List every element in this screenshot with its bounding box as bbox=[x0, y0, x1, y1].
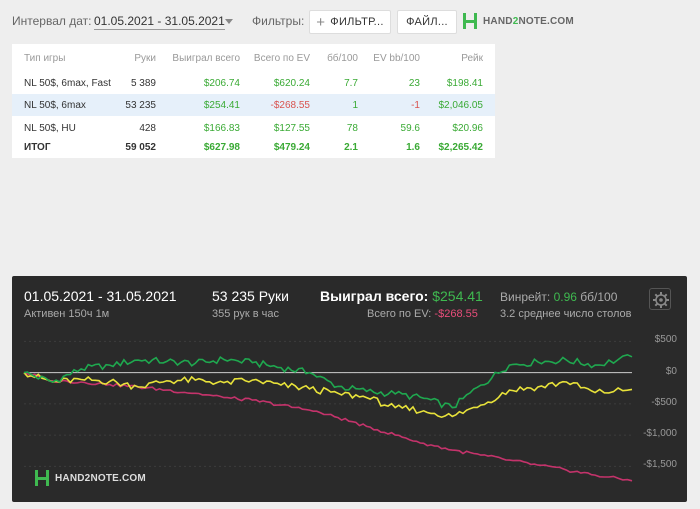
summary-tables: 3.2 среднее число столов bbox=[500, 308, 632, 320]
cell-bb100: 78 bbox=[346, 123, 358, 134]
graph-gridlines bbox=[24, 340, 632, 467]
y-tick-label: $0 bbox=[665, 365, 677, 377]
cell-ev: $479.24 bbox=[273, 142, 310, 153]
cell-won: $206.74 bbox=[203, 78, 240, 89]
filter-button[interactable]: + ФИЛЬТР... bbox=[309, 10, 391, 34]
col-header-rake[interactable]: Рейк bbox=[461, 53, 483, 64]
gear-icon bbox=[653, 292, 669, 308]
filters-bar: Интервал дат: 01.05.2021 - 31.05.2021 Фи… bbox=[0, 0, 700, 42]
cell-game: NL 50$, HU bbox=[24, 123, 76, 134]
summary-won-label: Выиграл всего: bbox=[320, 288, 429, 304]
filter-button-label: ФИЛЬТР... bbox=[330, 16, 384, 28]
settings-button[interactable] bbox=[649, 288, 671, 310]
h2n-logo-icon bbox=[35, 470, 49, 486]
cell-won: $627.98 bbox=[203, 142, 240, 153]
col-header-won[interactable]: Выиграл всего bbox=[172, 53, 240, 64]
date-range-select[interactable]: 01.05.2021 - 31.05.2021 bbox=[94, 14, 225, 30]
cell-rake: $198.41 bbox=[446, 78, 483, 89]
date-range-label: Интервал дат: bbox=[12, 14, 92, 28]
table-row[interactable]: NL 50$, HU 428 $166.83 $127.55 78 59.6 $… bbox=[12, 117, 495, 139]
summary-winrate: Винрейт: 0.96 бб/100 bbox=[500, 290, 617, 304]
summary-winrate-value: 0.96 bbox=[553, 290, 577, 304]
y-tick-label: -$500 bbox=[651, 396, 677, 408]
col-header-bb100[interactable]: бб/100 bbox=[327, 53, 358, 64]
cell-evbb100: -1 bbox=[411, 100, 420, 111]
cell-bb100: 7.7 bbox=[344, 78, 358, 89]
cell-ev: $620.24 bbox=[273, 78, 310, 89]
y-tick-label: $500 bbox=[654, 334, 677, 346]
summary-date-range: 01.05.2021 - 31.05.2021 bbox=[24, 288, 177, 304]
cell-hands: 53 235 bbox=[125, 100, 156, 111]
cell-rake: $2,265.42 bbox=[438, 142, 484, 153]
series-line-ev bbox=[23, 372, 633, 419]
graph-watermark-logo: HAND2NOTE.COM bbox=[34, 469, 146, 487]
cell-rake: $20.96 bbox=[452, 123, 483, 134]
col-header-game[interactable]: Тип игры bbox=[24, 53, 66, 64]
cell-hands: 5 389 bbox=[130, 78, 156, 89]
brand-logo-text: HAND2NOTE.COM bbox=[483, 15, 574, 27]
cell-ev: -$268.55 bbox=[270, 100, 310, 111]
h2n-logo-icon bbox=[463, 13, 477, 29]
profit-graph[interactable] bbox=[12, 276, 687, 502]
summary-won: Выиграл всего: $254.41 bbox=[320, 288, 483, 304]
summary-winrate-unit: бб/100 bbox=[580, 290, 618, 304]
summary-hands-per-hour: 355 рук в час bbox=[212, 308, 280, 320]
summary-ev-label: Всего по EV: bbox=[367, 308, 432, 320]
series-line-won bbox=[23, 353, 633, 409]
files-button-label: ФАЙЛ... bbox=[406, 16, 448, 28]
cell-bb100: 2.1 bbox=[344, 142, 358, 153]
summary-ev: Всего по EV: -$268.55 bbox=[367, 308, 478, 320]
plus-icon: + bbox=[316, 13, 326, 31]
summary-active-time: Активен 150ч 1м bbox=[24, 308, 110, 320]
cell-evbb100: 59.6 bbox=[400, 123, 420, 134]
chevron-down-icon[interactable] bbox=[225, 19, 233, 24]
col-header-ev[interactable]: Всего по EV bbox=[253, 53, 310, 64]
cell-game: NL 50$, 6max, Fast bbox=[24, 78, 111, 89]
cell-hands: 59 052 bbox=[125, 142, 156, 153]
summary-won-value: $254.41 bbox=[432, 288, 483, 304]
stats-table: Тип игры Руки Выиграл всего Всего по EV … bbox=[12, 44, 495, 158]
y-tick-label: -$1,000 bbox=[643, 428, 677, 440]
table-total-row: ИТОГ 59 052 $627.98 $479.24 2.1 1.6 $2,2… bbox=[12, 136, 495, 158]
col-header-hands[interactable]: Руки bbox=[134, 53, 156, 64]
cell-hands: 428 bbox=[139, 123, 156, 134]
summary-winrate-label: Винрейт: bbox=[500, 290, 551, 304]
table-row[interactable]: NL 50$, 6max, Fast 5 389 $206.74 $620.24… bbox=[12, 72, 495, 94]
cell-ev: $127.55 bbox=[273, 123, 310, 134]
cell-won: $254.41 bbox=[203, 100, 240, 111]
cell-game: NL 50$, 6max bbox=[24, 100, 86, 111]
graph-panel: $500 $0 -$500 -$1,000 -$1,500 01.05.2021 - 3… bbox=[12, 276, 687, 502]
summary-hands: 53 235 Руки bbox=[212, 288, 289, 304]
y-tick-label: -$1,500 bbox=[643, 459, 677, 471]
cell-bb100: 1 bbox=[352, 100, 358, 111]
filters-label: Фильтры: bbox=[252, 14, 305, 28]
table-row[interactable]: NL 50$, 6max 53 235 $254.41 -$268.55 1 -… bbox=[12, 94, 495, 116]
series-line-rake bbox=[23, 371, 633, 482]
files-button[interactable]: ФАЙЛ... bbox=[397, 10, 457, 34]
col-header-evbb100[interactable]: EV bb/100 bbox=[373, 53, 420, 64]
cell-won: $166.83 bbox=[203, 123, 240, 134]
summary-ev-value: -$268.55 bbox=[434, 308, 478, 320]
cell-evbb100: 1.6 bbox=[406, 142, 420, 153]
cell-evbb100: 23 bbox=[408, 78, 420, 89]
cell-rake: $2,046.05 bbox=[438, 100, 484, 111]
graph-watermark-text: HAND2NOTE.COM bbox=[55, 472, 146, 484]
table-header-row: Тип игры Руки Выиграл всего Всего по EV … bbox=[12, 47, 495, 69]
brand-logo[interactable]: HAND2NOTE.COM bbox=[462, 12, 574, 30]
cell-game: ИТОГ bbox=[24, 142, 51, 153]
